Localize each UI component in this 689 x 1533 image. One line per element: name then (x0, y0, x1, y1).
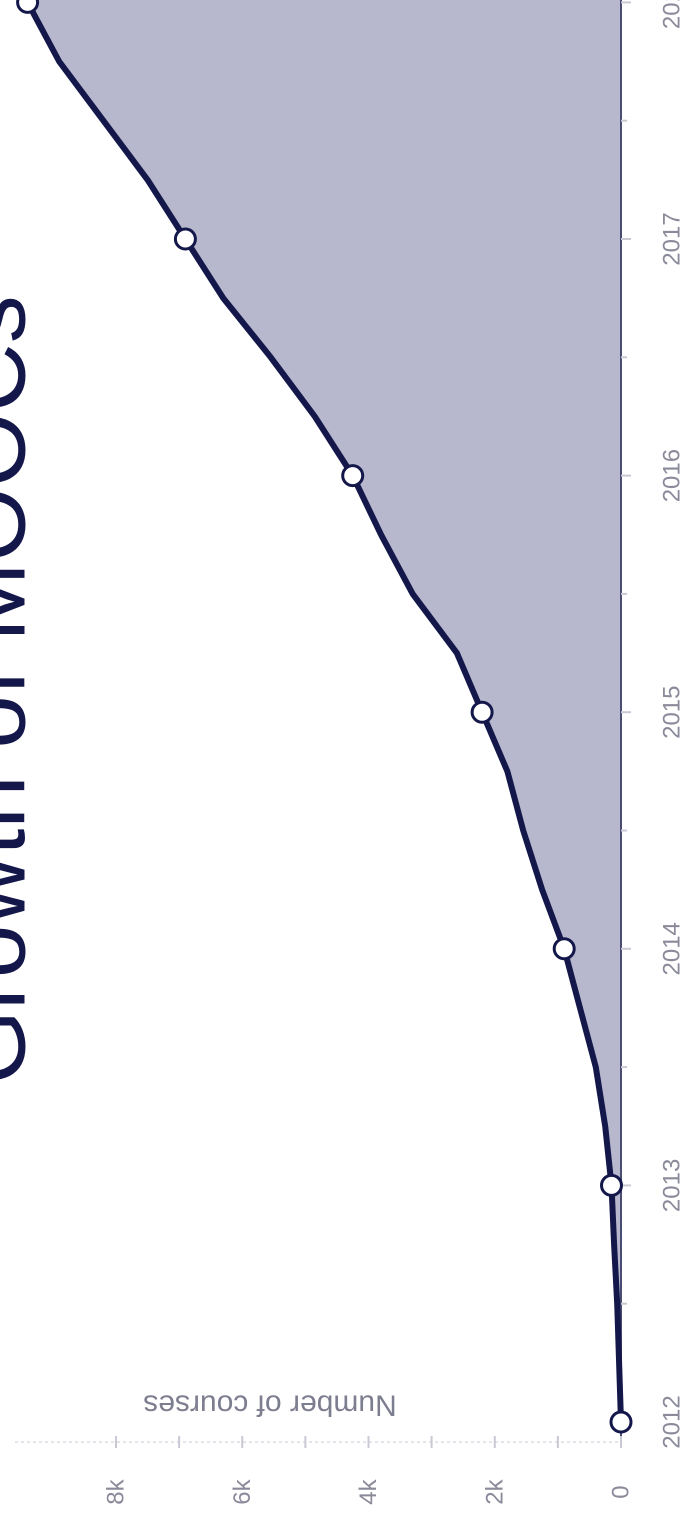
data-point-marker (341, 464, 365, 488)
x-tick-label: 2017 (659, 212, 686, 265)
x-tick-label: 2016 (659, 449, 686, 502)
data-point-marker (552, 937, 576, 961)
plot-area: 2012 2013 2014 2015 2016 2017 2018 0 2k 4k 6k 8k Num… (0, 0, 686, 1505)
data-point-marker (600, 1173, 623, 1197)
y-tick-label: 0 (608, 1485, 635, 1498)
data-point-marker (470, 700, 494, 724)
x-tick-label: 2013 (659, 1159, 686, 1212)
x-tick-label: 2015 (659, 686, 686, 739)
data-point-marker (16, 0, 40, 14)
y-tick-label: 4k (355, 1478, 382, 1504)
x-tick-label: 2018 (659, 0, 686, 29)
data-point-marker (173, 227, 197, 251)
chart-title: Growth of MOOCs (0, 295, 46, 1084)
x-tick-label: 2012 (659, 1395, 686, 1448)
data-point-marker (609, 1410, 633, 1434)
y-tick-label: 8k (103, 1478, 130, 1504)
y-axis-title: Number of courses (143, 1389, 396, 1422)
series-line (20, 0, 624, 1425)
y-tick-label: 2k (481, 1478, 508, 1504)
y-tick-label: 6k (229, 1478, 256, 1504)
area-fill (25, 0, 621, 1422)
x-tick-label: 2014 (659, 922, 686, 975)
